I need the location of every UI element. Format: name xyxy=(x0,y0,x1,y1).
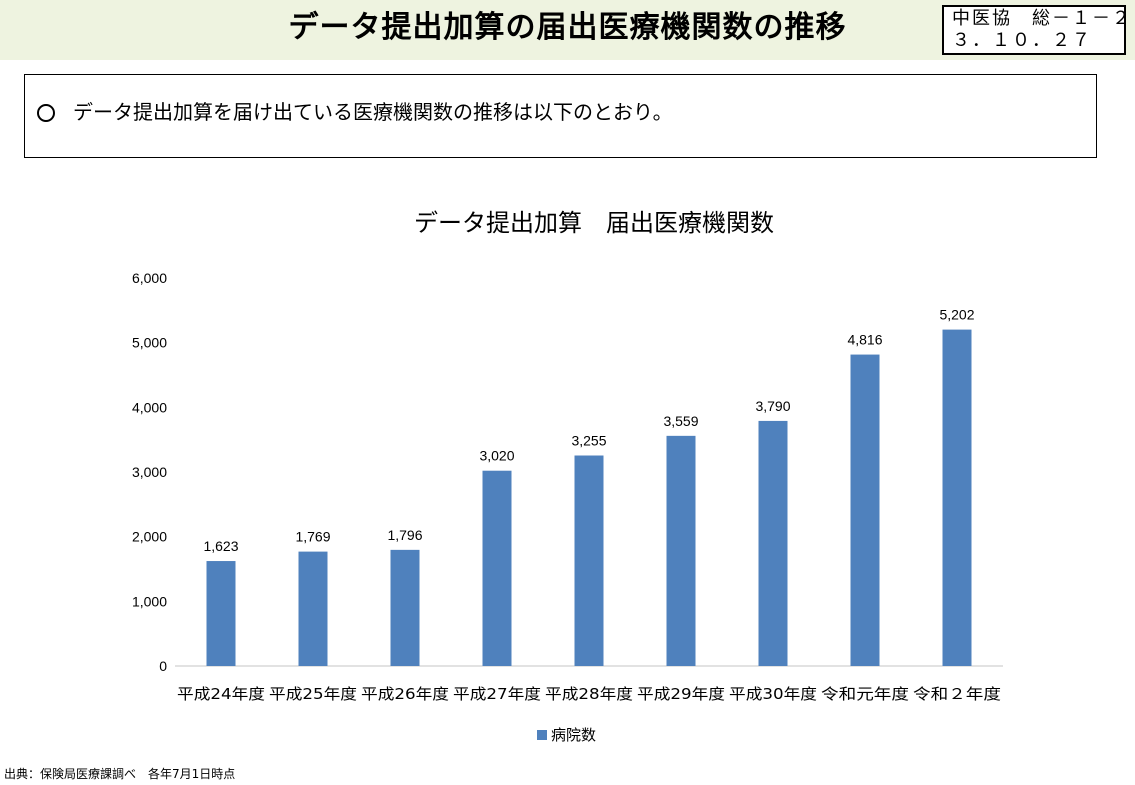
bar xyxy=(390,549,420,666)
data-label: 3,790 xyxy=(755,398,790,414)
bar xyxy=(482,470,512,666)
x-tick-label: 令和元年度 xyxy=(821,685,909,703)
data-label: 3,255 xyxy=(571,433,606,449)
summary-box: データ提出加算を届け出ている医療機関数の推移は以下のとおり。 xyxy=(24,74,1097,158)
y-tick-label: 4,000 xyxy=(132,399,167,415)
circle-bullet-icon xyxy=(37,104,55,122)
x-tick-label: 平成29年度 xyxy=(637,685,725,703)
data-label: 1,623 xyxy=(203,538,238,554)
bar xyxy=(574,455,604,666)
x-tick-label: 平成25年度 xyxy=(269,685,357,703)
document-id-line-2: ３．１０．２７ xyxy=(952,30,1092,51)
bar xyxy=(666,435,696,666)
chart-title: データ提出加算 届出医療機関数 xyxy=(414,209,774,237)
page-title: データ提出加算の届出医療機関数の推移 xyxy=(288,10,847,45)
bar xyxy=(758,420,788,666)
x-tick-label: 平成26年度 xyxy=(361,685,449,703)
y-tick-label: 2,000 xyxy=(132,529,167,545)
document-id-line-1: 中医協 総－１－２ xyxy=(952,8,1132,29)
bar xyxy=(298,551,328,666)
document-id-box: 中医協 総－１－２ ３．１０．２７ xyxy=(942,5,1132,55)
x-tick-label: 平成28年度 xyxy=(545,685,633,703)
y-tick-label: 1,000 xyxy=(132,593,167,609)
bar xyxy=(942,329,972,666)
data-label: 3,020 xyxy=(479,448,514,464)
x-tick-label: 平成30年度 xyxy=(729,685,817,703)
legend-label: 病院数 xyxy=(551,726,596,744)
source-note: 出典：保険局医療課調べ 各年7月1日時点 xyxy=(4,767,236,781)
data-label: 5,202 xyxy=(939,307,974,323)
x-tick-label: 平成27年度 xyxy=(453,685,541,703)
x-tick-label: 平成24年度 xyxy=(177,685,265,703)
y-tick-label: 3,000 xyxy=(132,464,167,480)
legend-swatch xyxy=(537,730,547,740)
y-tick-label: 6,000 xyxy=(132,270,167,286)
bar xyxy=(206,561,236,666)
x-tick-label: 令和２年度 xyxy=(913,685,1001,703)
bar xyxy=(850,354,880,666)
data-label: 4,816 xyxy=(847,332,882,348)
y-tick-label: 0 xyxy=(159,658,167,674)
summary-text: データ提出加算を届け出ている医療機関数の推移は以下のとおり。 xyxy=(73,100,673,124)
data-label: 3,559 xyxy=(663,413,698,429)
y-tick-label: 5,000 xyxy=(132,335,167,351)
data-label: 1,769 xyxy=(295,529,330,545)
data-label: 1,796 xyxy=(387,527,422,543)
